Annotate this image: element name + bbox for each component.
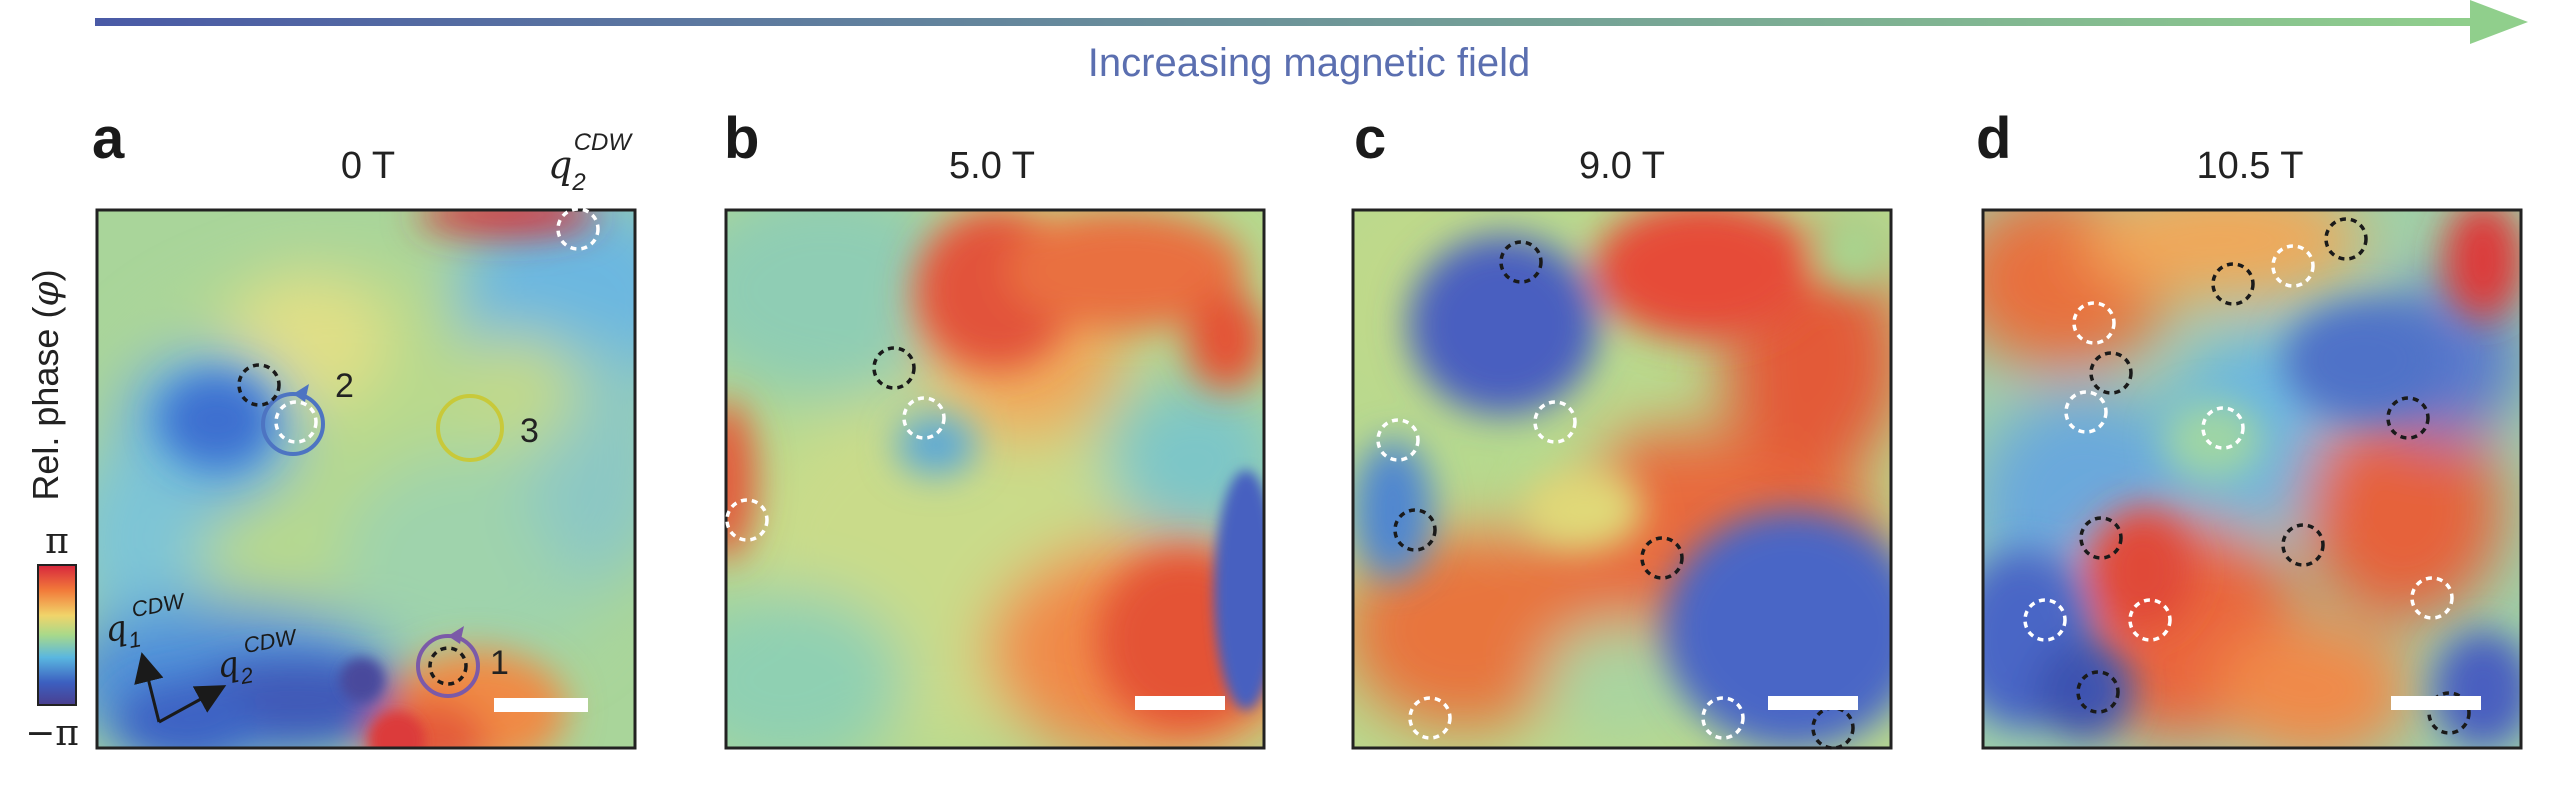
vortex-marker: [1640, 536, 1684, 580]
colorbar-max-label: π: [45, 521, 69, 562]
vortex-marker: [1393, 508, 1437, 552]
y-axis-label: Rel. phase (φ): [25, 269, 67, 500]
antivortex-marker: [725, 498, 769, 542]
panel-b-field: 5.0 T: [949, 145, 1035, 187]
antivortex-marker: [2128, 598, 2172, 642]
antivortex-marker: [2072, 301, 2116, 345]
antivortex-marker: [556, 207, 600, 251]
panel-b-map: [724, 208, 1266, 750]
antivortex-marker: [1408, 696, 1452, 740]
vortex-marker: [2427, 691, 2471, 735]
colorbar: π −π: [25, 521, 79, 754]
panel-c-letter: c: [1354, 106, 1386, 171]
vortex-marker: [2079, 516, 2123, 560]
colorbar-min-label: −π: [25, 713, 79, 754]
field-direction-arrow: [95, 0, 2528, 44]
antivortex-marker: [2271, 244, 2315, 288]
vortex-marker: [2324, 217, 2368, 261]
vortex-marker: [2281, 523, 2325, 567]
antivortex-marker: [1376, 418, 1420, 462]
panel-c-field: 9.0 T: [1579, 145, 1665, 187]
panel-a-q-label: q2CDW: [548, 129, 633, 196]
direction-label: Increasing magnetic field: [1088, 41, 1530, 85]
vortex-marker: [2211, 262, 2255, 306]
panel-d-map: [1981, 208, 2523, 750]
scale-bar: [1135, 696, 1225, 710]
antivortex-marker: [2201, 406, 2245, 450]
loop-label-2: 2: [335, 367, 354, 405]
scale-bar: [494, 698, 588, 712]
panel-a-field: 0 T: [341, 145, 395, 187]
panel-d-field: 10.5 T: [2196, 145, 2303, 187]
antivortex-marker: [274, 400, 318, 444]
vortex-marker: [2089, 351, 2133, 395]
vortex-marker: [2386, 396, 2430, 440]
scale-bar: [2391, 696, 2481, 710]
antivortex-marker: [902, 396, 946, 440]
antivortex-marker: [2410, 576, 2454, 620]
antivortex-marker: [2023, 598, 2067, 642]
vortex-marker: [428, 646, 468, 686]
antivortex-marker: [2064, 390, 2108, 434]
vortex-marker: [872, 346, 916, 390]
loop-label-1: 1: [490, 644, 509, 682]
antivortex-marker: [1533, 400, 1577, 444]
loop-label-3: 3: [520, 412, 539, 450]
antivortex-marker: [1701, 696, 1745, 740]
vortex-marker: [1499, 240, 1543, 284]
panel-d-letter: d: [1976, 106, 2011, 171]
loop-3-circle: [436, 394, 504, 462]
scale-bar: [1768, 696, 1858, 710]
panel-a-letter: a: [92, 106, 125, 171]
vortex-marker: [237, 363, 281, 407]
panel-c-map: [1351, 208, 1893, 750]
vortex-marker: [2076, 670, 2120, 714]
panel-b-letter: b: [724, 106, 759, 171]
panel-a-map: 2 3 1 q1CDW q2CDW: [95, 207, 637, 750]
